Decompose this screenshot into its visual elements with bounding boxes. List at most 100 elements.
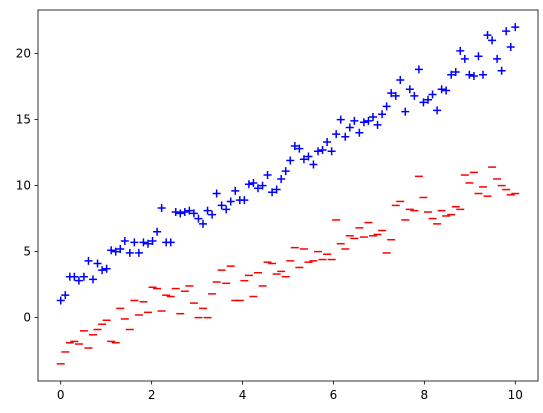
scatter-point (61, 291, 70, 300)
scatter-point (79, 272, 88, 281)
scatter-point (249, 178, 258, 187)
y-tick-label: 5 (23, 245, 31, 259)
scatter-point (401, 107, 410, 116)
scatter-point (226, 197, 235, 206)
scatter-point (139, 238, 148, 247)
scatter-point (378, 110, 387, 119)
scatter-point (474, 52, 483, 61)
scatter-point (189, 209, 198, 218)
scatter-point (144, 239, 152, 248)
scatter-point (396, 75, 405, 84)
y-tick-label: 10 (16, 179, 31, 193)
scatter-point (493, 54, 502, 63)
scatter-point (318, 145, 327, 154)
scatter-point (502, 27, 511, 36)
scatter-point (153, 227, 162, 236)
x-tick-label: 6 (330, 388, 338, 402)
scatter-point (465, 70, 474, 79)
y-tick-label: 0 (23, 311, 31, 325)
x-tick-label: 8 (421, 388, 429, 402)
scatter-point (84, 256, 93, 265)
scatter-point (345, 123, 354, 132)
scatter-point (102, 264, 111, 273)
scatter-point (171, 208, 180, 217)
scatter-point (359, 118, 368, 127)
scatter-point (336, 115, 345, 124)
scatter-point (111, 247, 120, 256)
scatter-point (314, 147, 322, 156)
scatter-point (244, 180, 253, 189)
scatter-point (212, 189, 221, 198)
scatter-point (419, 98, 428, 107)
scatter-point (469, 72, 478, 81)
scatter-point (369, 112, 377, 121)
scatter-point (290, 141, 299, 150)
x-tick-label: 2 (148, 388, 156, 402)
x-tick-label: 0 (57, 388, 65, 402)
scatter-point (157, 204, 166, 213)
scatter-point (125, 248, 134, 257)
scatter-point (217, 201, 226, 210)
scatter-point (56, 296, 65, 305)
scatter-point (107, 246, 116, 255)
scatter-point (130, 238, 139, 247)
scatter-point (497, 66, 506, 75)
plot-frame (37, 9, 539, 382)
scatter-point (428, 90, 437, 99)
scatter-point (451, 68, 460, 77)
scatter-point (460, 54, 469, 63)
scatter-point (332, 130, 341, 139)
scatter-point (488, 36, 497, 45)
scatter-point (180, 208, 189, 217)
scatter-point (414, 65, 423, 74)
x-tick-label: 4 (239, 388, 247, 402)
scatter-point (148, 237, 157, 246)
scatter-point (203, 206, 212, 215)
scatter-point (194, 214, 203, 223)
scatter-point (116, 244, 125, 253)
scatter-point (199, 219, 207, 228)
scatter-point (391, 91, 400, 100)
scatter-point (263, 171, 272, 180)
scatter-point (286, 156, 295, 165)
y-tick-label: 15 (16, 113, 31, 127)
scatter-point (424, 95, 432, 104)
scatter-point (299, 155, 308, 164)
scatter-point (272, 185, 281, 194)
scatter-point (447, 70, 456, 79)
scatter-point (258, 181, 267, 190)
scatter-point (511, 23, 520, 32)
scatter-point (277, 174, 286, 183)
scatter-point (231, 186, 240, 195)
scatter-point (323, 138, 332, 147)
scatter-point (506, 42, 515, 51)
scatter-point (89, 275, 97, 284)
scatter-point (222, 205, 231, 214)
scatter-point (268, 188, 277, 197)
scatter-point (185, 206, 194, 215)
scatter-point (93, 259, 102, 268)
scatter-point (405, 85, 414, 94)
scatter-point (240, 196, 249, 205)
scatter-point (281, 167, 290, 176)
scatter-point (437, 85, 446, 94)
scatter-point (70, 272, 79, 281)
scatter-point (350, 116, 359, 125)
scatter-point (373, 120, 382, 129)
scatter-point (456, 46, 465, 55)
scatter-point (134, 248, 143, 257)
scatter-point (479, 70, 487, 79)
scatter-point (483, 31, 492, 40)
scatter-point (364, 116, 373, 125)
scatter-point (410, 91, 419, 100)
scatter-point (382, 102, 391, 111)
scatter-point (208, 210, 217, 219)
scatter-point (74, 276, 83, 285)
scatter-point (355, 128, 364, 137)
x-tick-label: 10 (508, 388, 523, 402)
scatter-point (327, 147, 336, 156)
scatter-point (120, 237, 129, 246)
scatter-point (341, 132, 350, 141)
